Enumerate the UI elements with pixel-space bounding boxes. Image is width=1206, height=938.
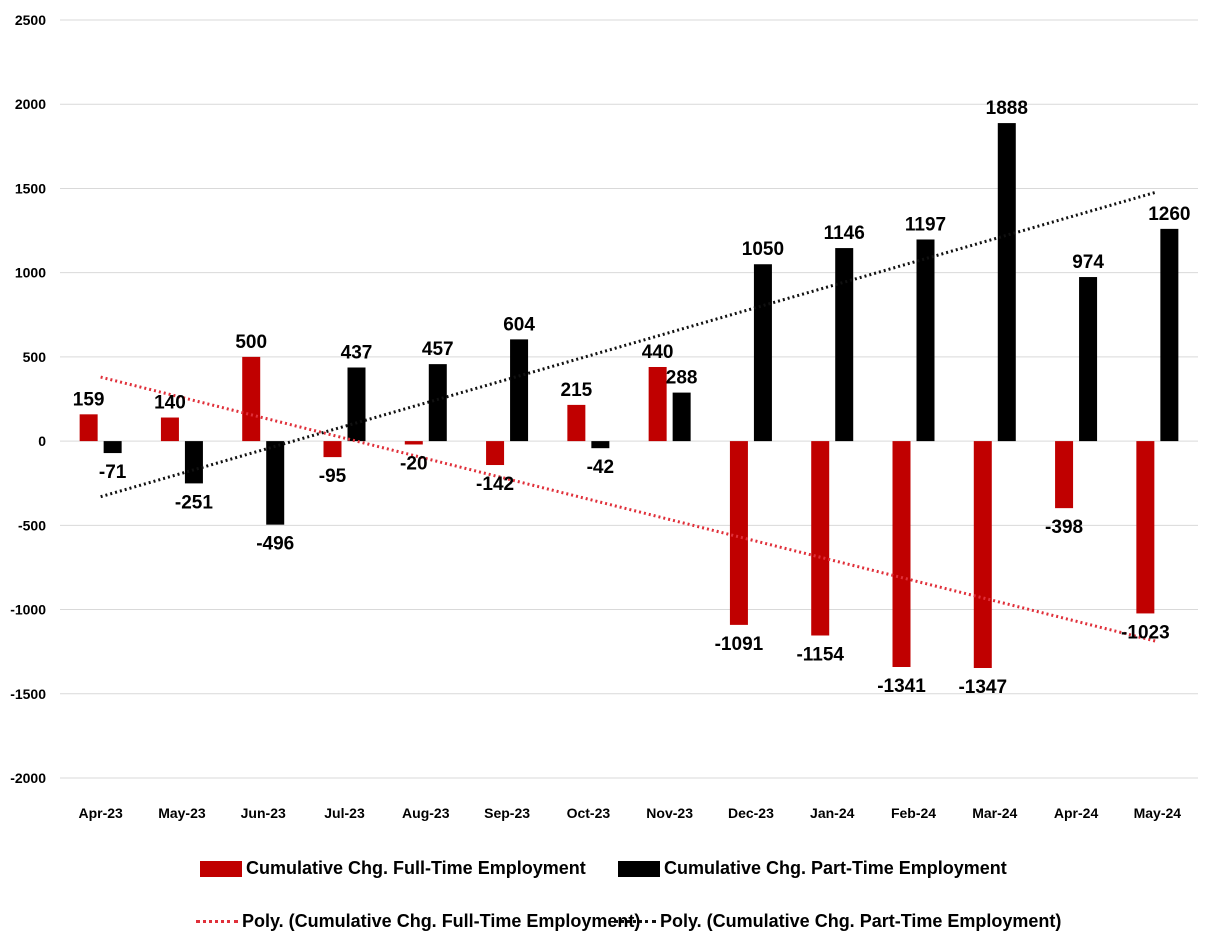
data-label-full-time: -1091 bbox=[715, 634, 764, 655]
data-label-part-time: -251 bbox=[175, 492, 213, 513]
data-label-full-time: -1154 bbox=[796, 644, 844, 665]
data-label-full-time: -142 bbox=[476, 474, 514, 495]
bar-full-time bbox=[242, 356, 261, 442]
x-tick-label: Apr-24 bbox=[1054, 805, 1099, 821]
data-label-full-time: 159 bbox=[73, 389, 105, 410]
legend-item-poly-part-time: Poly. (Cumulative Chg. Part-Time Employm… bbox=[614, 911, 1061, 932]
bar-part-time bbox=[997, 123, 1016, 442]
bar-part-time bbox=[428, 364, 447, 442]
data-label-part-time: 1888 bbox=[986, 98, 1028, 119]
x-tick-label: May-24 bbox=[1134, 805, 1182, 821]
legend-dots-poly-full-time bbox=[196, 920, 238, 923]
bar-full-time bbox=[486, 441, 505, 466]
x-tick-label: Sep-23 bbox=[484, 805, 530, 821]
data-label-part-time: 457 bbox=[422, 339, 454, 360]
legend-swatch-full-time bbox=[200, 860, 242, 877]
x-tick-label: Feb-24 bbox=[891, 805, 936, 821]
bar-part-time bbox=[1079, 277, 1098, 442]
data-label-full-time: 500 bbox=[235, 332, 267, 353]
bar-full-time bbox=[811, 441, 830, 636]
legend-item-full-time: Cumulative Chg. Full-Time Employment bbox=[200, 858, 586, 879]
bar-full-time bbox=[79, 414, 98, 442]
y-tick-label: 0 bbox=[38, 433, 46, 449]
data-label-full-time: -398 bbox=[1045, 517, 1083, 538]
data-label-part-time: -42 bbox=[587, 457, 614, 478]
legend-label-part-time: Cumulative Chg. Part-Time Employment bbox=[664, 858, 1007, 878]
y-tick-label: -1000 bbox=[10, 602, 46, 618]
bar-chart: -2000 -1500 -1000 -500 0 500 1000 1500 2000 2500 A… bbox=[10, 12, 1198, 821]
data-label-full-time: -1341 bbox=[877, 676, 926, 697]
data-label-full-time: 440 bbox=[642, 342, 674, 363]
bar-part-time bbox=[591, 441, 610, 449]
y-tick-label: 2500 bbox=[15, 12, 46, 28]
bar-part-time bbox=[916, 239, 935, 442]
legend-label-poly-part-time: Poly. (Cumulative Chg. Part-Time Employm… bbox=[660, 911, 1062, 931]
data-label-full-time: 215 bbox=[561, 380, 593, 401]
bar-full-time bbox=[323, 441, 342, 458]
bar-part-time bbox=[753, 264, 772, 442]
x-tick-label: Apr-23 bbox=[78, 805, 123, 821]
bar-part-time bbox=[266, 441, 285, 525]
bar-part-time bbox=[835, 248, 854, 442]
data-label-full-time: -1347 bbox=[958, 677, 1007, 698]
bar-full-time bbox=[567, 404, 586, 442]
bar-part-time bbox=[347, 367, 366, 442]
bar-full-time bbox=[404, 441, 423, 445]
bar-part-time bbox=[184, 441, 203, 484]
x-tick-label: Mar-24 bbox=[972, 805, 1017, 821]
x-tick-label: Aug-23 bbox=[402, 805, 450, 821]
data-label-full-time: -20 bbox=[400, 453, 427, 474]
y-tick-label: 1000 bbox=[15, 265, 46, 281]
data-label-part-time: 437 bbox=[341, 343, 373, 364]
x-tick-label: Oct-23 bbox=[567, 805, 611, 821]
bar-part-time bbox=[510, 339, 529, 442]
data-label-part-time: -71 bbox=[99, 462, 127, 483]
legend-dots-poly-part-time bbox=[614, 920, 656, 923]
data-label-part-time: 288 bbox=[666, 368, 698, 389]
legend-label-poly-full-time: Poly. (Cumulative Chg. Full-Time Employm… bbox=[242, 911, 641, 931]
legend-swatch-part-time bbox=[618, 860, 660, 877]
data-label-full-time: 140 bbox=[154, 393, 186, 414]
bar-full-time bbox=[648, 366, 667, 442]
data-label-part-time: -496 bbox=[256, 534, 294, 555]
legend-item-part-time: Cumulative Chg. Part-Time Employment bbox=[618, 858, 1007, 879]
legend-label-full-time: Cumulative Chg. Full-Time Employment bbox=[246, 858, 586, 878]
bar-part-time bbox=[672, 392, 691, 442]
bar-full-time bbox=[1055, 441, 1074, 509]
x-tick-label: Nov-23 bbox=[646, 805, 693, 821]
legend: Cumulative Chg. Full-Time Employment Cum… bbox=[0, 848, 1206, 938]
x-tick-label: Dec-23 bbox=[728, 805, 774, 821]
y-tick-label: 2000 bbox=[15, 96, 46, 112]
bar-full-time bbox=[973, 441, 992, 669]
data-label-part-time: 974 bbox=[1072, 252, 1104, 273]
x-tick-label: Jul-23 bbox=[324, 805, 365, 821]
data-label-full-time: -1023 bbox=[1121, 622, 1170, 643]
data-label-part-time: 1050 bbox=[742, 239, 784, 260]
y-tick-label: 1500 bbox=[15, 180, 46, 196]
bar-full-time bbox=[1136, 441, 1155, 614]
x-tick-label: Jan-24 bbox=[810, 805, 855, 821]
data-label-part-time: 1146 bbox=[824, 223, 865, 244]
bar-full-time bbox=[160, 417, 179, 442]
data-label-full-time: -95 bbox=[319, 466, 347, 487]
x-tick-label: Jun-23 bbox=[241, 805, 286, 821]
y-tick-label: 500 bbox=[23, 349, 47, 365]
trendline-part-time bbox=[100, 190, 1158, 499]
y-tick-label: -1500 bbox=[10, 686, 46, 702]
bar-part-time bbox=[1160, 228, 1179, 442]
data-label-part-time: 1260 bbox=[1148, 204, 1190, 225]
legend-item-poly-full-time: Poly. (Cumulative Chg. Full-Time Employm… bbox=[196, 911, 640, 932]
trendline-full-time bbox=[100, 375, 1158, 644]
bar-full-time bbox=[729, 441, 748, 625]
y-tick-label: -2000 bbox=[10, 770, 46, 786]
data-label-part-time: 1197 bbox=[905, 214, 946, 235]
bar-full-time bbox=[892, 441, 911, 667]
y-tick-label: -500 bbox=[18, 517, 46, 533]
bar-part-time bbox=[103, 441, 122, 454]
x-tick-label: May-23 bbox=[158, 805, 206, 821]
data-label-part-time: 604 bbox=[503, 314, 535, 335]
